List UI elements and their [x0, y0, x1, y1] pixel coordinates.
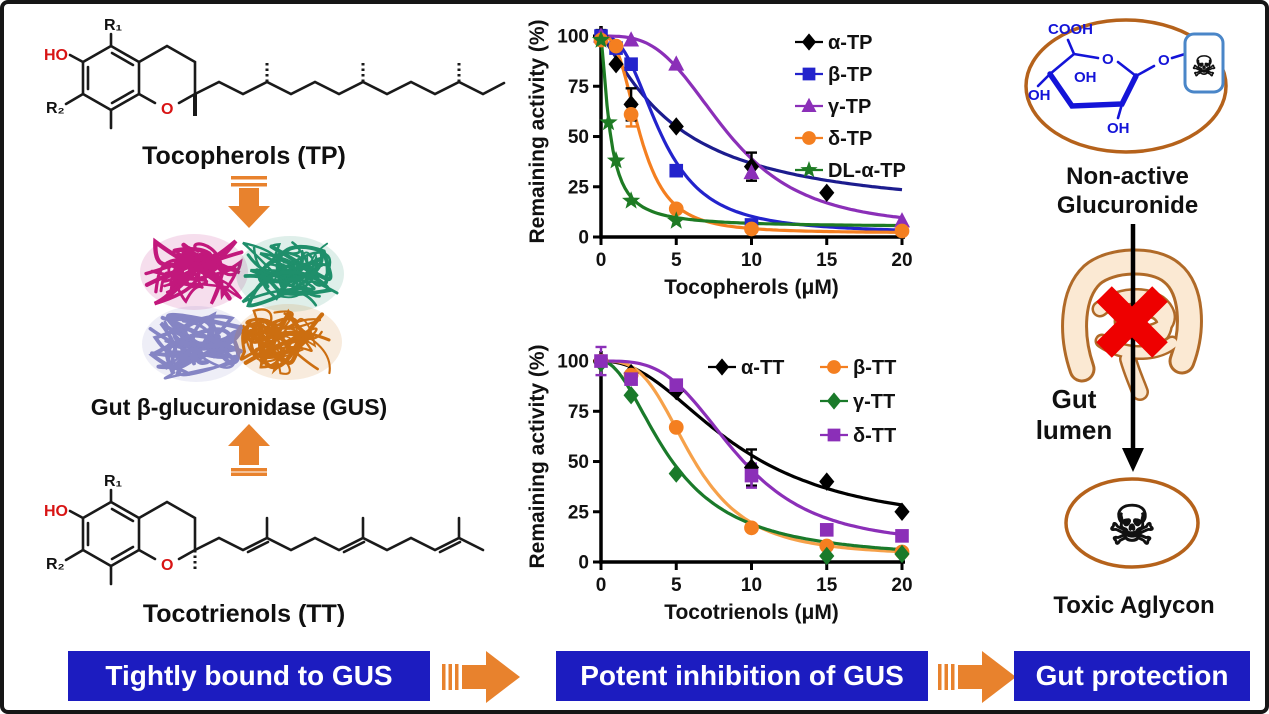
- svg-text:0: 0: [596, 575, 607, 596]
- down-arrow-icon: [228, 176, 270, 228]
- svg-text:5: 5: [671, 250, 682, 271]
- svg-text:γ-TT: γ-TT: [853, 391, 895, 413]
- blocked-cross-icon: [1096, 286, 1168, 358]
- gut-line1: Gut: [1051, 384, 1097, 414]
- r1-label: R₁: [104, 473, 123, 490]
- svg-text:10: 10: [741, 250, 762, 271]
- aglycon-box: [1183, 32, 1225, 94]
- svg-text:γ-TP: γ-TP: [828, 96, 871, 118]
- tocotrienols-chart: 0 5 10 15 20 0 25 50 75 100 Tocotrienols (μM) Remai…: [526, 337, 937, 637]
- svg-text:15: 15: [816, 575, 838, 596]
- r2-label: R₂: [46, 556, 65, 573]
- svg-text:α-TP: α-TP: [828, 32, 873, 54]
- banner-gut-protection: Gut protection: [1014, 651, 1250, 701]
- svg-text:20: 20: [891, 575, 912, 596]
- up-arrow-icon: [228, 424, 270, 476]
- gut-lumen-label: Gut lumen: [1004, 384, 1144, 446]
- svg-text:Remaining activity (%): Remaining activity (%): [526, 344, 549, 568]
- svg-text:0: 0: [596, 250, 607, 271]
- svg-text:20: 20: [891, 250, 912, 271]
- svg-text:0: 0: [578, 553, 589, 574]
- nonactive-glucuronide-label: Non-active Glucuronide: [1030, 162, 1225, 220]
- tocopherol-structure: HO R₁ R₂ O: [44, 17, 506, 130]
- right-arrow-icon: [442, 651, 520, 703]
- tocopherols-chart: 0 5 10 15 20 0 25 50 75 100 Tocopherols (μM) Remain…: [526, 12, 937, 312]
- oh-bottom-label: OH: [1107, 120, 1130, 137]
- svg-text:100: 100: [557, 352, 589, 373]
- nonactive-line1: Non-active: [1066, 163, 1189, 190]
- banner-tightly-bound: Tightly bound to GUS: [68, 651, 430, 701]
- skull-icon: ☠: [1108, 496, 1156, 556]
- glucuronide-ellipse: [1024, 18, 1228, 154]
- svg-text:10: 10: [741, 575, 762, 596]
- svg-text:50: 50: [568, 127, 589, 148]
- skull-icon: ☠: [1191, 51, 1216, 82]
- cooh-label: COOH: [1048, 21, 1093, 38]
- svg-text:Tocotrienols (μM): Tocotrienols (μM): [664, 601, 839, 624]
- toxic-aglycon-label: Toxic Aglycon: [1053, 592, 1215, 619]
- tocopherols-label: Tocopherols (TP): [142, 142, 346, 170]
- tocotrienols-label: Tocotrienols (TT): [142, 600, 346, 628]
- svg-text:Remaining activity (%): Remaining activity (%): [526, 19, 549, 243]
- svg-text:15: 15: [816, 250, 838, 271]
- nonactive-line2: Glucuronide: [1056, 192, 1199, 219]
- toxic-aglycon-diagram: ☠: [1064, 477, 1200, 569]
- right-arrow-icon: [938, 651, 1016, 703]
- svg-text:25: 25: [568, 177, 590, 198]
- gus-protein-image: [140, 234, 344, 382]
- svg-text:α-TT: α-TT: [741, 357, 784, 379]
- svg-text:δ-TT: δ-TT: [853, 425, 896, 447]
- svg-text:DL-α-TP: DL-α-TP: [828, 160, 906, 182]
- svg-text:Tocopherols (μM): Tocopherols (μM): [664, 276, 839, 299]
- gut-line2: lumen: [1035, 415, 1113, 445]
- gus-label: Gut β-glucuronidase (GUS): [90, 394, 388, 420]
- svg-text:0: 0: [578, 228, 589, 249]
- svg-text:100: 100: [557, 27, 589, 48]
- svg-text:δ-TP: δ-TP: [828, 128, 872, 150]
- svg-text:25: 25: [568, 502, 590, 523]
- svg-text:75: 75: [568, 402, 590, 423]
- ho-label: HO: [44, 47, 68, 64]
- sugar-ring-o-label: O: [1102, 51, 1114, 68]
- svg-text:β-TT: β-TT: [853, 357, 896, 379]
- ring-o-label: O: [161, 557, 173, 574]
- r1-label: R₁: [104, 17, 123, 34]
- link-o-label: O: [1158, 52, 1170, 69]
- svg-text:75: 75: [568, 77, 590, 98]
- oh-mid-label: OH: [1074, 69, 1097, 86]
- svg-text:β-TP: β-TP: [828, 64, 872, 86]
- r2-label: R₂: [46, 100, 65, 117]
- banner-potent-inhibition: Potent inhibition of GUS: [556, 651, 928, 701]
- toxic-ellipse: [1064, 477, 1200, 569]
- ho-label: HO: [44, 503, 68, 520]
- svg-text:5: 5: [671, 575, 682, 596]
- ring-o-label: O: [161, 101, 173, 118]
- oh-left-label: OH: [1028, 87, 1051, 104]
- glucuronide-diagram: COOH O OH OH OH O ☠: [1024, 18, 1228, 154]
- svg-text:50: 50: [568, 452, 589, 473]
- tocotrienol-structure: HO R₁ R₂ O: [44, 473, 485, 586]
